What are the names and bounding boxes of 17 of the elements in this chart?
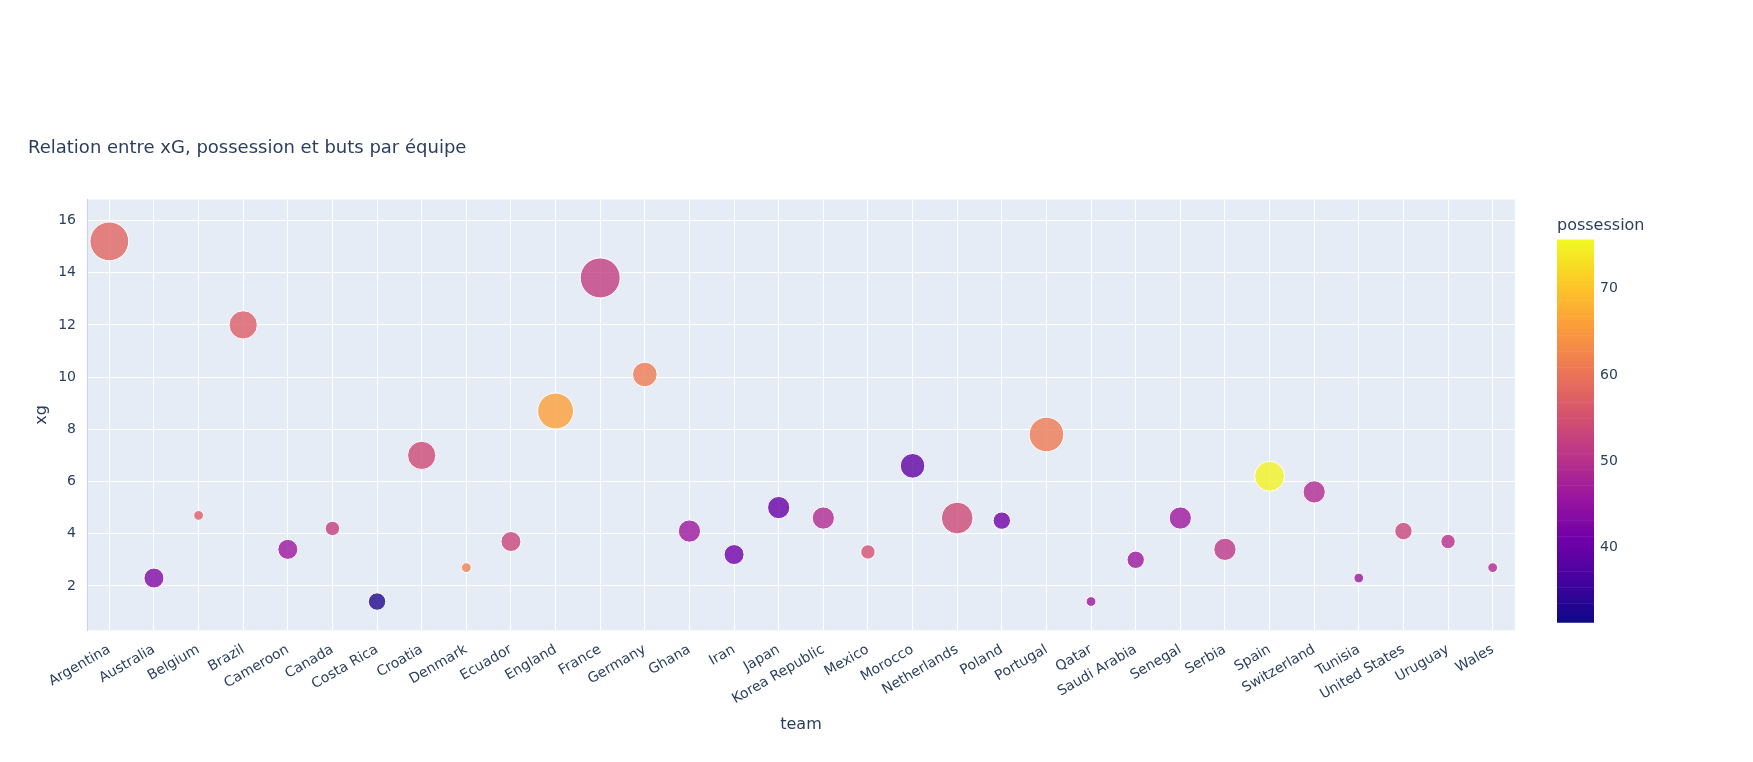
y-tick-label: 8 xyxy=(67,419,77,436)
color-bar-title: possession xyxy=(1557,214,1645,234)
x-axis-title: team xyxy=(780,713,822,733)
y-tick-label: 12 xyxy=(58,315,77,332)
y-tick-label: 6 xyxy=(67,472,77,489)
color-bar-label: 70 xyxy=(1600,279,1618,296)
x-tick-label: Iran xyxy=(705,640,738,668)
y-tick-label: 2 xyxy=(67,576,77,593)
y-tick-label: 10 xyxy=(58,367,77,384)
y-tick-label: 4 xyxy=(67,524,77,541)
color-bar-label: 60 xyxy=(1600,365,1618,382)
color-bar-label: 40 xyxy=(1600,537,1618,554)
chart-title: Relation entre xG, possession et buts par équipe xyxy=(28,136,467,158)
color-bar-label: 50 xyxy=(1600,451,1618,468)
y-tick-label: 16 xyxy=(58,211,77,228)
y-tick-label: 14 xyxy=(58,263,77,280)
y-axis-title: xg xyxy=(30,405,50,425)
